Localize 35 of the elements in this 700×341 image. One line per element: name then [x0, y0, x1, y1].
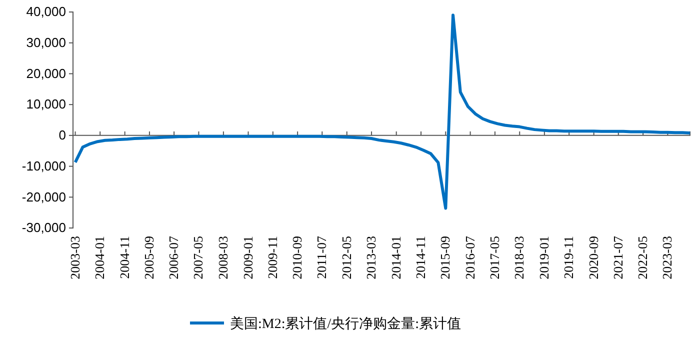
- x-tick-label: 2005-09: [141, 236, 156, 280]
- y-tick-label: 10,000: [26, 96, 66, 112]
- x-tick-label: 2006-07: [166, 236, 182, 280]
- x-tick-label: 2014-01: [388, 236, 404, 280]
- x-tick-label: 2009-01: [240, 236, 256, 280]
- y-tick-label: 20,000: [26, 66, 66, 81]
- x-tick-label: 2008-03: [215, 236, 230, 280]
- x-tick-label: 2013-03: [364, 236, 379, 280]
- x-tick-label: 2015-09: [438, 236, 453, 280]
- y-tick-label: 0: [58, 128, 66, 143]
- x-tick-label: 2011-07: [314, 236, 330, 279]
- legend-label: 美国:M2:累计值/央行净购金量:累计值: [230, 316, 462, 332]
- x-tick-label: 2010-09: [290, 236, 305, 280]
- x-tick-label: 2003-03: [67, 236, 82, 280]
- x-tick-label: 2022-05: [635, 236, 650, 280]
- y-tick-label: 30,000: [26, 35, 66, 50]
- x-tick-label: 2019-01: [536, 236, 552, 280]
- x-tick-label: 2007-05: [190, 236, 206, 280]
- x-tick-label: 2020-09: [586, 236, 601, 280]
- x-tick-label: 2023-03: [660, 236, 675, 280]
- x-tick-label: 2009-11: [264, 236, 280, 279]
- x-tick-label: 2017-05: [486, 236, 502, 280]
- x-tick-label: 2018-03: [512, 236, 527, 280]
- x-tick-label: 2004-01: [92, 236, 108, 280]
- y-tick-label: -30,000: [22, 220, 66, 236]
- y-tick-label: -10,000: [22, 158, 66, 174]
- x-tick-label: 2019-11: [561, 236, 576, 279]
- y-tick-label: -20,000: [22, 189, 66, 204]
- x-tick-label: 2004-11: [116, 236, 132, 279]
- y-tick-label: 40,000: [26, 4, 66, 20]
- x-tick-label: 2014-11: [412, 236, 428, 279]
- x-tick-label: 2021-07: [610, 236, 626, 280]
- x-tick-label: 2016-07: [462, 236, 478, 280]
- line-series: [74, 14, 692, 210]
- x-tick-label: 2012-05: [338, 236, 354, 280]
